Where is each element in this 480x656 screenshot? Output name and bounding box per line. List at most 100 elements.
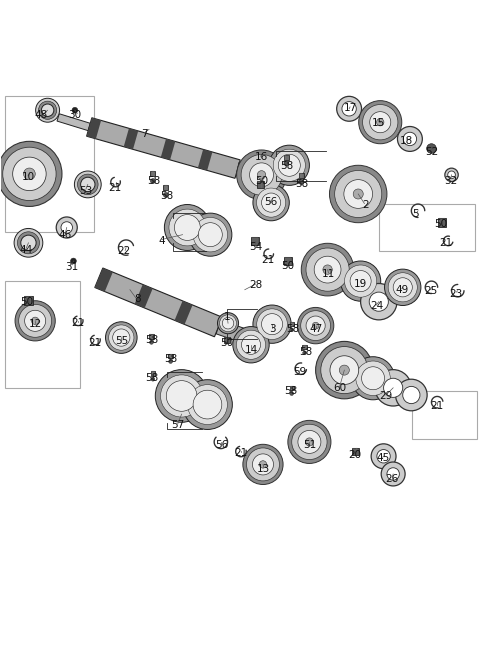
Circle shape <box>397 127 422 152</box>
Circle shape <box>306 248 349 291</box>
Circle shape <box>77 174 98 195</box>
Circle shape <box>360 283 397 320</box>
Text: 59: 59 <box>293 367 306 377</box>
Text: 5: 5 <box>412 209 419 219</box>
Circle shape <box>74 171 101 198</box>
Circle shape <box>323 265 332 274</box>
Circle shape <box>306 316 325 335</box>
Circle shape <box>377 449 390 463</box>
Circle shape <box>108 325 134 350</box>
Text: 50: 50 <box>434 218 447 229</box>
Circle shape <box>160 375 203 417</box>
Text: 20: 20 <box>348 450 361 460</box>
Text: 17: 17 <box>344 103 357 113</box>
Circle shape <box>256 188 286 217</box>
Circle shape <box>19 304 52 337</box>
Circle shape <box>269 145 310 186</box>
Circle shape <box>247 448 279 481</box>
Circle shape <box>362 104 398 140</box>
Bar <box>289 386 294 390</box>
Circle shape <box>371 444 396 468</box>
Text: 14: 14 <box>244 344 258 354</box>
Circle shape <box>312 322 319 329</box>
Circle shape <box>14 228 43 257</box>
Text: 58: 58 <box>299 347 312 357</box>
Circle shape <box>36 98 60 122</box>
Circle shape <box>262 314 283 335</box>
Polygon shape <box>95 268 222 337</box>
Polygon shape <box>161 139 175 160</box>
Polygon shape <box>378 118 395 133</box>
Circle shape <box>193 217 228 252</box>
Text: 28: 28 <box>249 280 263 290</box>
Circle shape <box>370 112 391 133</box>
Bar <box>168 354 173 358</box>
Bar <box>302 345 307 349</box>
Circle shape <box>273 149 305 181</box>
Circle shape <box>448 171 456 178</box>
Circle shape <box>113 329 130 346</box>
Circle shape <box>15 300 55 341</box>
Text: 46: 46 <box>59 230 72 239</box>
Text: 24: 24 <box>370 302 383 312</box>
Text: 21: 21 <box>261 255 275 264</box>
Circle shape <box>369 292 388 311</box>
Text: 53: 53 <box>79 186 93 196</box>
Bar <box>289 322 294 326</box>
Circle shape <box>375 369 411 406</box>
Bar <box>149 335 154 338</box>
Text: 1: 1 <box>224 312 230 323</box>
Circle shape <box>164 205 210 251</box>
Text: 10: 10 <box>22 173 35 182</box>
Circle shape <box>198 222 222 247</box>
Text: 21: 21 <box>234 449 248 459</box>
Text: 32: 32 <box>444 176 457 186</box>
Text: 26: 26 <box>385 474 399 483</box>
Text: 3: 3 <box>269 324 276 334</box>
Bar <box>284 257 292 265</box>
Text: 30: 30 <box>68 110 82 120</box>
Circle shape <box>174 215 200 240</box>
Text: 58: 58 <box>164 354 177 364</box>
Circle shape <box>259 461 267 468</box>
Text: 21: 21 <box>431 401 444 411</box>
Circle shape <box>0 141 62 207</box>
Circle shape <box>359 100 402 144</box>
Circle shape <box>169 209 206 246</box>
Text: 58: 58 <box>286 324 299 334</box>
Bar <box>24 296 33 304</box>
Text: 58: 58 <box>147 176 160 186</box>
Text: 22: 22 <box>118 247 131 256</box>
Circle shape <box>188 384 228 424</box>
Polygon shape <box>236 163 249 178</box>
Circle shape <box>81 177 95 192</box>
Circle shape <box>278 154 300 176</box>
Bar <box>252 237 259 245</box>
Circle shape <box>351 357 395 400</box>
Bar <box>299 173 304 178</box>
Text: 18: 18 <box>400 136 413 146</box>
Text: 11: 11 <box>322 270 335 279</box>
Text: 58: 58 <box>296 180 309 190</box>
Circle shape <box>168 359 172 363</box>
Text: 13: 13 <box>257 464 271 474</box>
Circle shape <box>321 346 368 394</box>
Text: 50: 50 <box>21 297 34 306</box>
Text: 45: 45 <box>376 453 389 463</box>
Circle shape <box>243 444 283 485</box>
Circle shape <box>353 189 363 199</box>
Text: 47: 47 <box>309 324 322 334</box>
Circle shape <box>314 256 341 283</box>
Circle shape <box>384 379 403 398</box>
Circle shape <box>32 317 39 325</box>
Circle shape <box>305 438 313 446</box>
Circle shape <box>156 369 208 422</box>
Circle shape <box>237 150 287 199</box>
Text: 51: 51 <box>303 440 316 450</box>
Circle shape <box>12 157 46 191</box>
Circle shape <box>298 430 321 453</box>
Text: 7: 7 <box>141 129 147 139</box>
Text: 16: 16 <box>255 152 268 161</box>
Circle shape <box>350 270 371 292</box>
Bar <box>163 186 168 190</box>
